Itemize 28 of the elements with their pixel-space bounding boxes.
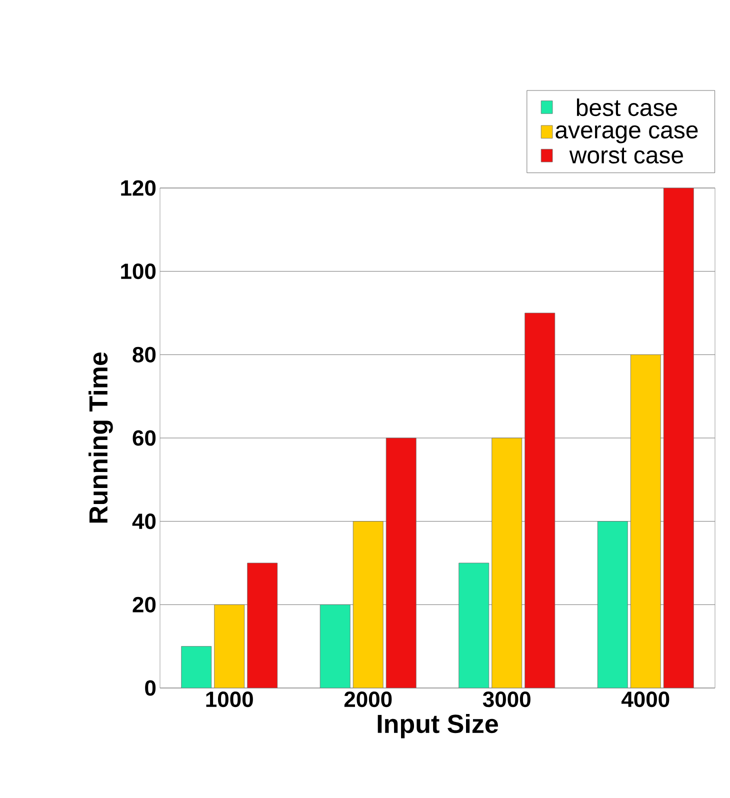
bar <box>181 646 212 688</box>
bar <box>320 604 350 688</box>
bar <box>663 188 694 688</box>
legend-label: best case <box>576 98 678 116</box>
x-axis-title: Input Size <box>378 714 498 738</box>
x-tick-label: 1000 <box>206 692 253 708</box>
y-tick-label: 80 <box>132 346 156 362</box>
bar <box>352 521 384 688</box>
y-tick-label: 100 <box>121 264 156 280</box>
legend-label: worst case <box>569 148 683 164</box>
bar <box>386 438 416 688</box>
y-axis-title: Running Time <box>88 352 113 523</box>
bar <box>458 562 490 688</box>
bar <box>524 312 556 688</box>
x-tick-label: 3000 <box>482 692 530 708</box>
bar <box>214 604 245 688</box>
bar <box>492 438 522 688</box>
bar <box>597 521 628 688</box>
bar <box>247 562 278 688</box>
x-tick-label: 4000 <box>621 692 670 708</box>
x-tick-label: 2000 <box>344 692 392 708</box>
y-tick-label: 20 <box>132 596 156 612</box>
y-tick-label: 60 <box>132 430 156 446</box>
y-tick-label: 0 <box>145 680 156 696</box>
legend-label: average case <box>556 125 698 144</box>
y-tick-label: 120 <box>121 180 156 196</box>
y-tick-label: 40 <box>132 514 156 530</box>
bar <box>630 354 661 688</box>
